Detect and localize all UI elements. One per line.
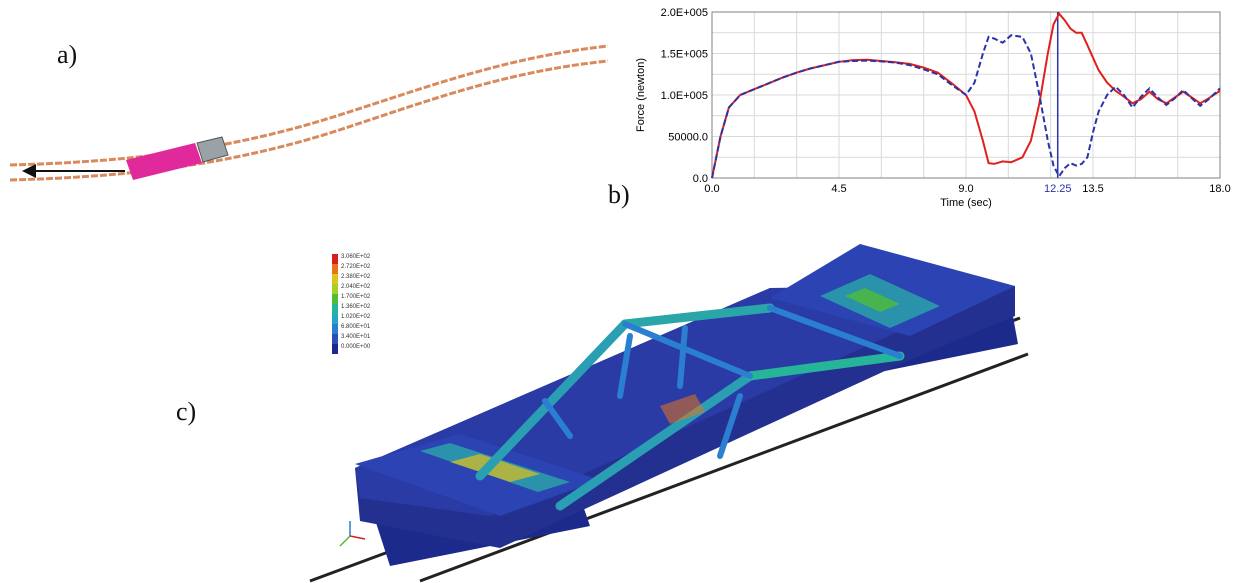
- legend-swatch: [332, 274, 338, 284]
- force-time-chart: 0.0 50000.0 1.0E+005 1.5E+005 2.0E+005 0.0 4.…: [635, 7, 1231, 209]
- y-tick-label: 2.0E+005: [661, 7, 708, 19]
- legend-swatch: [332, 324, 338, 334]
- x-tick-label: 0.0: [704, 183, 719, 195]
- legend-value: 2.040E+02: [341, 284, 371, 290]
- panel-label-c: c): [176, 397, 197, 426]
- x-tick-label: 4.5: [831, 183, 846, 195]
- panel-label-b: b): [608, 180, 630, 209]
- locomotive: [196, 136, 229, 163]
- legend-value: 3.400E+01: [341, 334, 371, 340]
- panel-label-a: a): [57, 40, 78, 69]
- pink-railcar: [126, 143, 202, 180]
- legend-value: 2.720E+02: [341, 264, 371, 270]
- legend-value: 1.360E+02: [341, 304, 371, 310]
- legend-swatch: [332, 264, 338, 274]
- coordinate-axes-icon: [339, 521, 366, 547]
- rail-track: [9, 44, 609, 182]
- direction-arrow: [22, 164, 125, 178]
- rail-lower: [9, 59, 609, 182]
- rail-upper: [9, 44, 609, 167]
- legend-value: 3.060E+02: [341, 254, 371, 260]
- plot-frame: [711, 11, 1221, 179]
- legend-swatch: [332, 254, 338, 264]
- legend-swatch: [332, 294, 338, 304]
- train-on-track-illustration: [9, 44, 609, 182]
- rail-2: [419, 352, 1029, 583]
- x-axis-label: Time (sec): [940, 197, 992, 209]
- y-tick-label: 1.5E+005: [661, 49, 708, 61]
- legend-value: 6.800E+01: [341, 324, 371, 330]
- truss-structure: [475, 303, 905, 511]
- y-tick-label: 0.0: [693, 173, 708, 185]
- train-cars: [126, 136, 229, 180]
- legend-value: 1.700E+02: [341, 294, 371, 300]
- center-stress-zone: [660, 394, 705, 424]
- series-dashed-line: [711, 34, 1221, 179]
- legend-swatch: [332, 304, 338, 314]
- y-tick-label: 1.0E+005: [661, 90, 708, 102]
- x-tick-labels: 0.0 4.5 9.0 12.25 13.5 18.0: [704, 183, 1230, 195]
- legend-swatch: [332, 284, 338, 294]
- y-tick-label: 50000.0: [668, 132, 708, 144]
- legend-swatch: [332, 334, 338, 344]
- x-tick-label: 12.25: [1044, 183, 1072, 195]
- y-axis-label: Force (newton): [635, 58, 647, 132]
- stress-color-legend: 3.060E+02 2.720E+02 2.380E+02 2.040E+02 1.70…: [332, 254, 371, 354]
- y-tick-labels: 0.0 50000.0 1.0E+005 1.5E+005 2.0E+005: [661, 7, 708, 185]
- x-tick-label: 18.0: [1209, 183, 1230, 195]
- x-tick-label: 9.0: [958, 183, 973, 195]
- legend-value: 1.020E+02: [341, 314, 371, 320]
- legend-value: 2.380E+02: [341, 274, 371, 280]
- wagon-model: [309, 244, 1029, 583]
- stress-hotspot: [450, 454, 540, 482]
- legend-swatch: [332, 314, 338, 324]
- legend-value: 0.000E+00: [341, 344, 371, 350]
- stress-hotspot-front: [845, 288, 900, 312]
- x-tick-label: 13.5: [1082, 183, 1103, 195]
- legend-swatch: [332, 344, 338, 354]
- fem-stress-plot: 3.060E+02 2.720E+02 2.380E+02 2.040E+02 1.70…: [309, 244, 1029, 583]
